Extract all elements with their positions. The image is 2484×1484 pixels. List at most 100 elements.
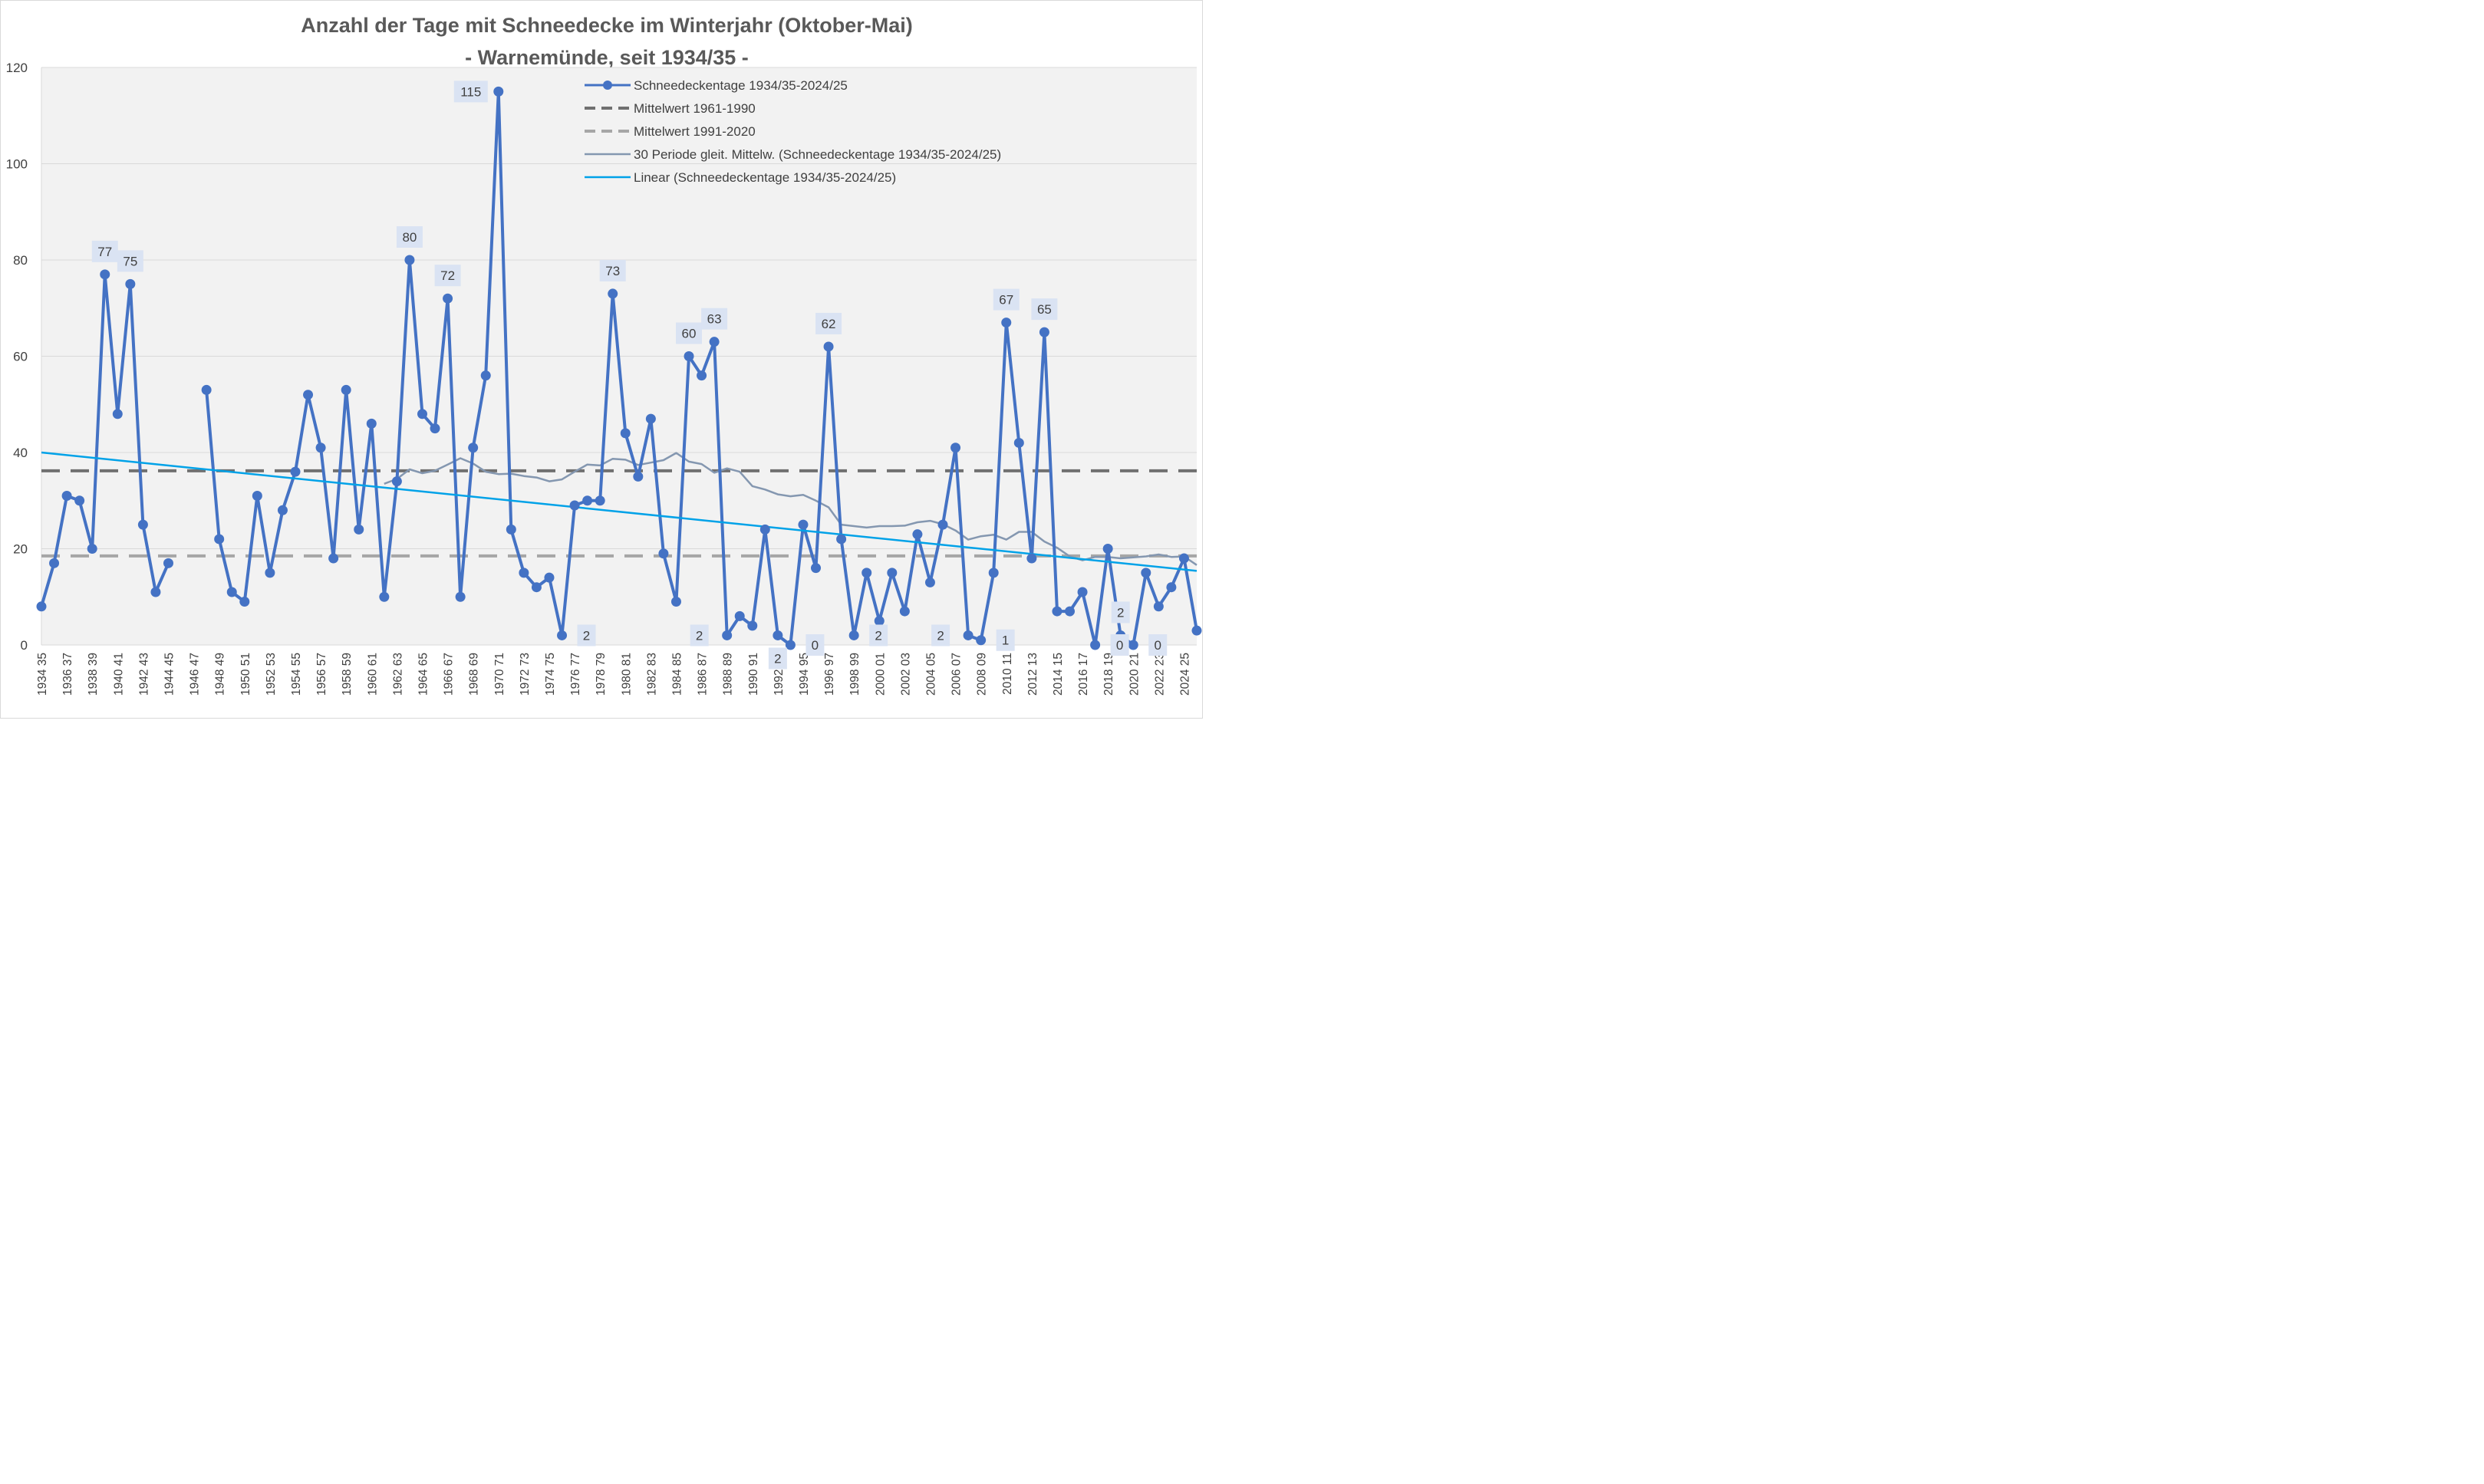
data-point	[455, 591, 466, 602]
data-label: 2	[696, 628, 703, 643]
data-point	[645, 413, 656, 424]
data-point	[709, 337, 720, 347]
data-label-box	[434, 265, 461, 287]
y-axis: 0 20 40 60 80 100 120	[6, 61, 28, 653]
data-point	[163, 558, 173, 568]
x-tick-label: 1956 57	[315, 653, 328, 696]
x-tick-label: 1998 99	[848, 653, 861, 696]
legend-label-mittelwert-1961: Mittelwert 1961-1990	[634, 101, 756, 116]
x-tick-label: 1936 37	[61, 653, 74, 696]
data-point	[697, 370, 707, 381]
x-tick-label: 2000 01	[874, 653, 887, 696]
data-point	[1077, 587, 1088, 597]
y-tick-label: 100	[6, 157, 28, 172]
data-label-box	[1031, 298, 1058, 321]
x-tick-label: 1942 43	[137, 653, 150, 696]
data-label-box	[869, 624, 888, 647]
legend-item-mittelwert-1991[interactable]: Mittelwert 1991-2020	[585, 124, 756, 139]
data-point	[277, 505, 288, 515]
y-tick-label: 20	[13, 542, 28, 557]
data-point	[861, 568, 872, 578]
data-point	[49, 558, 60, 568]
data-point	[87, 544, 97, 554]
legend-item-schneedeckentage[interactable]: Schneedeckentage 1934/35-2024/25	[585, 78, 848, 93]
chart-title: Anzahl der Tage mit Schneedecke im Winte…	[301, 14, 912, 37]
data-label-box	[815, 312, 842, 334]
data-label: 73	[605, 264, 620, 278]
data-point	[734, 610, 745, 621]
x-tick-label: 2014 15	[1052, 653, 1065, 696]
data-point	[137, 519, 148, 530]
data-point	[430, 423, 440, 434]
data-point	[328, 553, 339, 564]
data-point	[265, 568, 275, 578]
data-label: 115	[460, 84, 481, 99]
x-tick-label: 1976 77	[569, 653, 582, 696]
data-point	[950, 443, 961, 453]
x-tick-label: 2004 05	[924, 653, 937, 696]
legend-marker-schneedeckentage	[603, 81, 612, 90]
data-point	[1141, 568, 1151, 578]
data-point	[379, 591, 390, 602]
data-label: 0	[1116, 638, 1123, 653]
data-label: 2	[875, 628, 881, 643]
data-point	[1128, 640, 1138, 650]
x-tick-label: 1954 55	[290, 653, 303, 696]
data-label: 2	[937, 628, 944, 643]
data-point	[1039, 327, 1049, 337]
data-point	[1013, 437, 1024, 448]
data-label: 0	[1155, 638, 1161, 653]
data-label-box	[993, 288, 1020, 311]
data-label-box	[91, 240, 118, 262]
data-label-box	[996, 629, 1015, 651]
data-point	[823, 341, 834, 352]
y-tick-label: 0	[21, 638, 28, 653]
x-tick-label: 2006 07	[950, 653, 964, 696]
legend: Schneedeckentage 1934/35-2024/25 Mittelw…	[585, 78, 1001, 185]
data-point	[290, 466, 301, 477]
y-tick-label: 120	[6, 61, 28, 75]
x-tick-label: 1948 49	[214, 653, 227, 696]
x-tick-label: 1950 51	[239, 653, 252, 696]
data-label-box	[676, 322, 703, 344]
data-point	[1102, 544, 1113, 554]
legend-item-moving-average[interactable]: 30 Periode gleit. Mittelw. (Schneedecken…	[585, 147, 1001, 162]
data-point	[150, 587, 161, 597]
x-tick-label: 1986 87	[697, 653, 710, 696]
data-point	[239, 597, 250, 607]
legend-item-mittelwert-1961[interactable]: Mittelwert 1961-1990	[585, 101, 756, 116]
x-tick-label: 2010 11	[1001, 653, 1014, 695]
data-point	[100, 269, 110, 280]
data-label-box	[1148, 634, 1168, 656]
y-tick-label: 40	[13, 446, 28, 460]
data-point	[125, 278, 136, 289]
data-point	[74, 495, 85, 506]
data-point	[354, 524, 364, 535]
data-label-box	[396, 226, 423, 248]
data-point	[887, 568, 898, 578]
x-tick-label: 1974 75	[544, 653, 557, 696]
x-tick-label: 1964 65	[417, 653, 430, 696]
data-label: 62	[822, 317, 836, 331]
data-point	[1090, 640, 1101, 650]
y-tick-label: 80	[13, 253, 28, 268]
x-tick-label: 1990 91	[747, 653, 760, 696]
data-label-box	[701, 308, 728, 330]
legend-item-linear-trend[interactable]: Linear (Schneedeckentage 1934/35-2024/25…	[585, 170, 896, 185]
x-tick-label: 1968 69	[468, 653, 481, 696]
data-point	[988, 568, 999, 578]
data-point	[620, 428, 631, 439]
data-point	[112, 409, 123, 420]
data-label: 80	[402, 230, 417, 245]
data-point	[531, 582, 542, 593]
data-point	[976, 635, 987, 646]
data-label: 65	[1037, 302, 1052, 317]
x-tick-label: 1982 83	[645, 653, 658, 696]
data-point	[633, 471, 644, 482]
y-tick-label: 60	[13, 350, 28, 364]
data-label-box	[599, 259, 626, 281]
snow-cover-chart: Anzahl der Tage mit Schneedecke im Winte…	[0, 0, 1203, 719]
x-tick-label: 1960 61	[366, 653, 379, 696]
data-point	[836, 534, 847, 545]
data-point	[544, 572, 555, 583]
